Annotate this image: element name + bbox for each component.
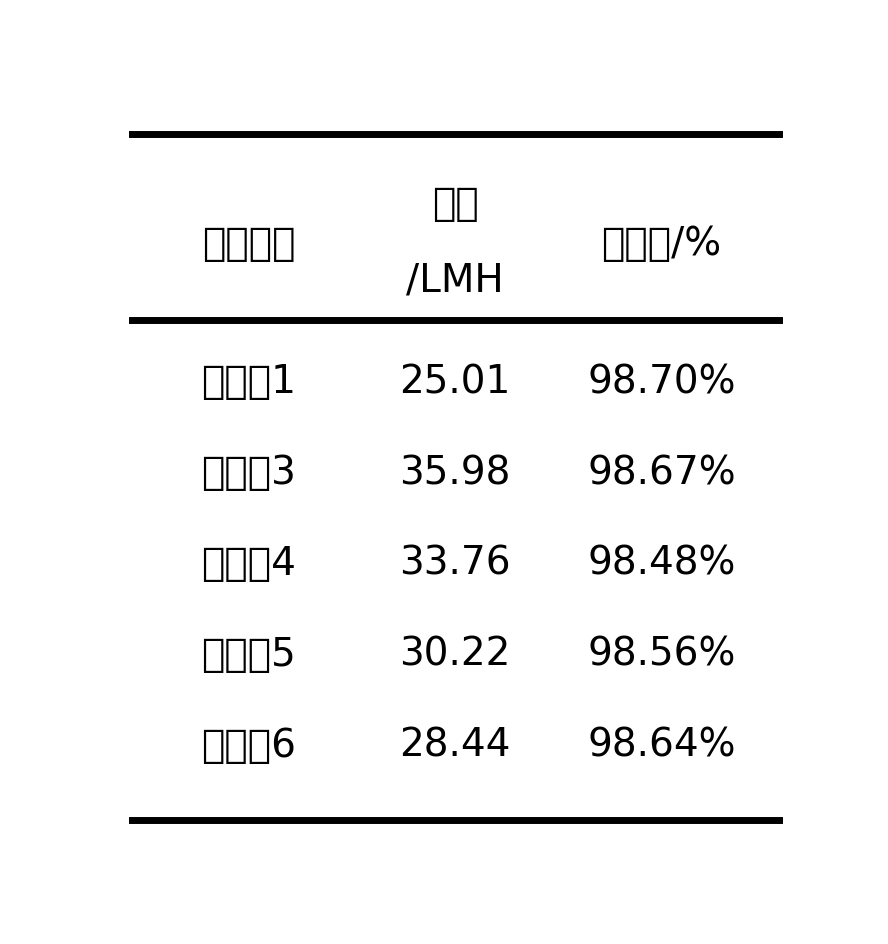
Text: 实施例6: 实施例6 (202, 727, 296, 765)
Text: 脱盐率/%: 脱盐率/% (601, 225, 722, 263)
Text: 实施例1: 实施例1 (202, 363, 296, 401)
Text: 33.76: 33.76 (400, 545, 511, 583)
Text: 98.56%: 98.56% (587, 636, 736, 674)
Text: 实施例4: 实施例4 (202, 545, 296, 583)
Text: 实施例5: 实施例5 (202, 636, 296, 674)
Text: 30.22: 30.22 (400, 636, 511, 674)
Text: 98.64%: 98.64% (587, 727, 736, 765)
Text: 98.48%: 98.48% (587, 545, 736, 583)
Text: 25.01: 25.01 (400, 363, 511, 401)
Text: 实施例3: 实施例3 (202, 454, 296, 492)
Text: 98.70%: 98.70% (587, 363, 736, 401)
Text: 通量: 通量 (432, 185, 479, 223)
Text: /LMH: /LMH (406, 261, 504, 299)
Text: 处理时间: 处理时间 (202, 225, 296, 263)
Text: 35.98: 35.98 (400, 454, 511, 492)
Text: 28.44: 28.44 (400, 727, 511, 765)
Text: 98.67%: 98.67% (587, 454, 736, 492)
